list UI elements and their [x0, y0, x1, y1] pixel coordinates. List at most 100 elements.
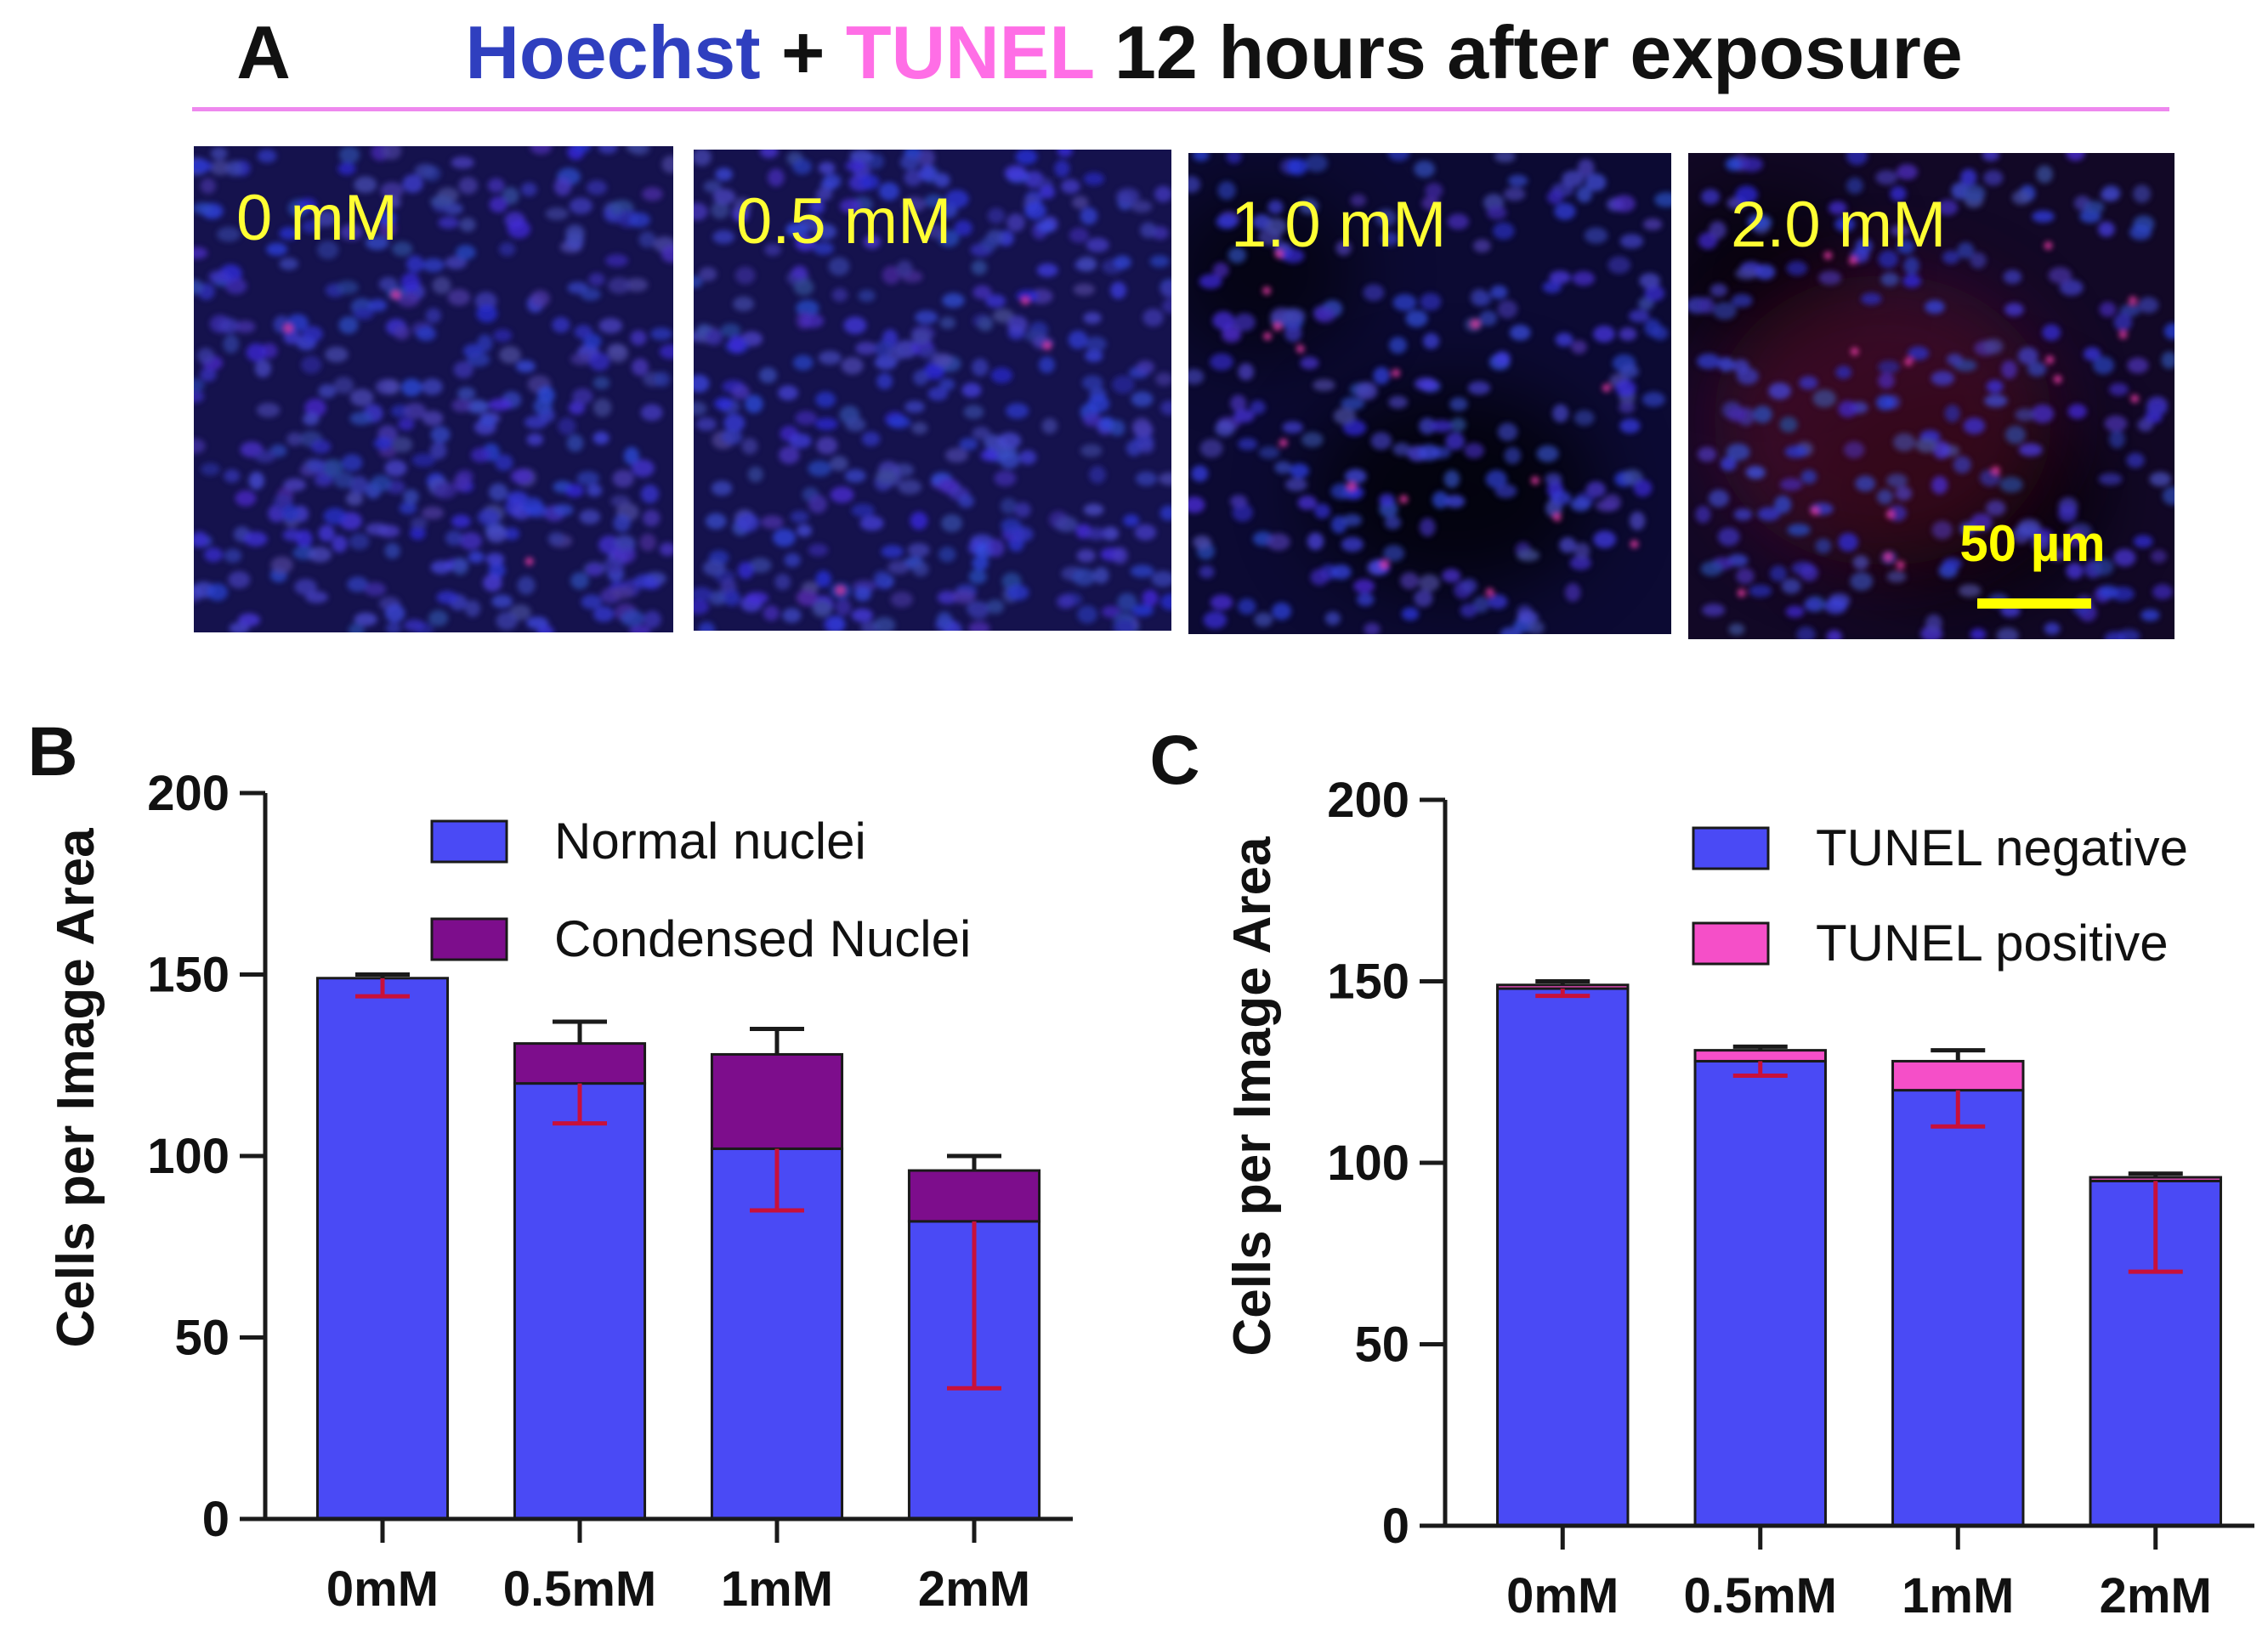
nucleus — [1137, 439, 1154, 454]
nucleus — [2138, 297, 2159, 314]
nucleus — [797, 524, 813, 537]
nucleus — [1000, 497, 1018, 514]
nucleus — [2137, 418, 2153, 432]
tunel-positive-nucleus — [1263, 332, 1273, 341]
nucleus — [790, 510, 809, 524]
nucleus — [1250, 400, 1266, 415]
nucleus — [733, 296, 755, 312]
nucleus — [1301, 432, 1324, 448]
nucleus — [1024, 201, 1046, 220]
nucleus — [968, 569, 987, 585]
nucleus — [1272, 602, 1292, 620]
nucleus — [767, 168, 785, 187]
nucleus — [712, 230, 735, 245]
nucleus — [904, 400, 925, 413]
nucleus — [939, 316, 956, 330]
nucleus — [315, 210, 337, 227]
nucleus — [307, 458, 325, 473]
nucleus — [1331, 564, 1352, 580]
nucleus — [194, 378, 205, 393]
nucleus — [430, 195, 454, 208]
nucleus — [224, 469, 241, 483]
nucleus — [228, 570, 251, 589]
nucleus — [1310, 569, 1330, 586]
nucleus — [410, 517, 428, 530]
nucleus — [954, 220, 972, 236]
nucleus — [1508, 174, 1528, 187]
nucleus — [800, 314, 825, 328]
nucleus — [1383, 545, 1405, 562]
nucleus — [1554, 202, 1576, 220]
nucleus — [483, 574, 502, 592]
tunel-positive-nucleus — [2130, 394, 2140, 404]
nucleus — [1709, 221, 1727, 240]
nucleus — [2067, 404, 2087, 419]
nucleus — [217, 226, 241, 242]
nucleus — [1630, 511, 1646, 530]
panel-c-y-axis-label: Cells per Image Area — [1223, 836, 1282, 1357]
nucleus — [1960, 168, 1977, 186]
nucleus — [1425, 182, 1443, 199]
nucleus — [246, 343, 267, 362]
legend-swatch-1 — [1692, 921, 1770, 966]
micrograph-1: 0.5 mM — [694, 150, 1171, 631]
tunel-positive-nucleus — [1848, 256, 1857, 265]
nucleus — [1093, 567, 1109, 584]
nucleus — [553, 177, 572, 196]
tunel-positive-nucleus — [1991, 466, 2000, 475]
nucleus — [2151, 549, 2167, 564]
panel-b-chart: B Cells per Image Area 0mM 0.5mM 1mM 2mM 0 50… — [27, 713, 1073, 1617]
nucleus — [194, 279, 203, 295]
nucleus — [207, 583, 229, 601]
tunel-positive-nucleus — [1823, 251, 1833, 260]
nucleus — [1697, 446, 1717, 462]
nucleus — [814, 417, 838, 431]
nucleus — [1233, 409, 1255, 423]
nucleus — [782, 608, 802, 623]
nucleus — [1488, 594, 1508, 609]
nucleus — [303, 412, 320, 426]
nucleus — [1222, 327, 1242, 343]
nucleus — [422, 411, 444, 426]
nucleus — [425, 308, 441, 324]
nucleus — [851, 608, 873, 622]
nucleus — [485, 524, 507, 543]
nucleus — [971, 260, 988, 275]
nucleus — [761, 515, 784, 530]
nucleus — [318, 384, 337, 399]
nucleus — [507, 219, 531, 239]
nucleus — [279, 258, 298, 270]
nucleus — [1083, 312, 1102, 325]
nucleus — [568, 400, 586, 415]
nucleus — [487, 178, 505, 193]
bar-normal-nuclei-0.5mM — [513, 1082, 647, 1521]
nucleus — [1238, 598, 1256, 615]
nucleus — [1151, 570, 1171, 587]
nucleus — [502, 187, 519, 205]
nucleus — [456, 387, 476, 400]
nucleus — [364, 582, 387, 597]
nucleus — [1373, 366, 1391, 385]
nucleus — [2104, 631, 2126, 639]
nucleus — [987, 207, 1006, 224]
nucleus — [944, 190, 969, 208]
panel-c-letter: C — [1149, 722, 1199, 799]
nucleus — [2140, 609, 2160, 621]
nucleus — [1497, 422, 1518, 441]
tunel-positive-nucleus — [2128, 296, 2137, 305]
nucleus — [477, 508, 501, 526]
nucleus — [2011, 190, 2032, 205]
title-part-1: + — [761, 10, 846, 94]
nucleus — [1056, 594, 1075, 609]
nucleus — [510, 468, 533, 484]
nucleus — [793, 278, 814, 296]
tunel-positive-nucleus — [1896, 560, 1905, 570]
nucleus — [1607, 256, 1631, 275]
nucleus — [1720, 456, 1737, 472]
nucleus — [1266, 533, 1290, 551]
nucleus — [1800, 564, 1818, 581]
nucleus — [336, 280, 359, 295]
nucleus — [410, 526, 426, 541]
tunel-positive-nucleus — [1630, 540, 1639, 549]
nucleus — [1619, 234, 1644, 249]
